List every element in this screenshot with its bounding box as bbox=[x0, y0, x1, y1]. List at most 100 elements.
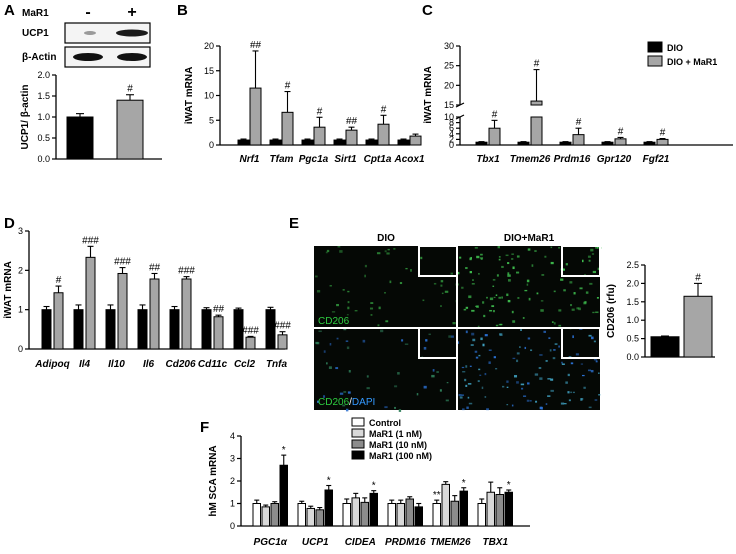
y-tick-label-c: 15 bbox=[444, 100, 454, 110]
micrograph-speckle bbox=[362, 339, 366, 343]
micrograph-speckle bbox=[346, 346, 350, 350]
micrograph-speckle bbox=[527, 382, 530, 385]
x-category-label-f-4: TMEM26 bbox=[430, 537, 471, 548]
micrograph-speckle bbox=[590, 369, 594, 373]
stain-label-cd206: CD206 bbox=[318, 397, 350, 408]
y-tick-label-c: 2 bbox=[449, 134, 454, 144]
y-tick-label-c: 10 bbox=[444, 112, 454, 122]
micrograph-speckle bbox=[436, 371, 439, 373]
micrograph-speckle bbox=[465, 365, 468, 368]
y-tick-label-c: 0 bbox=[449, 140, 454, 150]
y-tick-label-f: 2 bbox=[230, 476, 235, 486]
blot-label-mar1: MaR1 bbox=[22, 8, 49, 19]
bar-d-1-1 bbox=[85, 256, 96, 350]
micrograph-speckle bbox=[565, 381, 568, 384]
micrograph-speckle bbox=[519, 346, 521, 348]
micrograph-speckle bbox=[315, 341, 319, 344]
micrograph-speckle bbox=[595, 360, 598, 363]
significance-mark-c-4: # bbox=[660, 128, 666, 139]
micrograph-speckle bbox=[444, 290, 449, 293]
legend-label-1nm: MaR1 (1 nM) bbox=[369, 429, 422, 439]
micrograph-speckle bbox=[347, 290, 350, 293]
micrograph-speckle bbox=[524, 289, 528, 292]
micrograph-speckle bbox=[376, 252, 381, 255]
significance-mark-a-1: # bbox=[127, 84, 133, 95]
y-tick-label-b: 15 bbox=[204, 66, 214, 76]
micrograph-speckle bbox=[479, 256, 484, 260]
micrograph-speckle bbox=[386, 252, 390, 255]
micrograph-speckle bbox=[580, 363, 584, 365]
micrograph-speckle bbox=[471, 332, 475, 336]
micrograph-speckle bbox=[457, 341, 460, 344]
blot-label-ucp1: UCP1 bbox=[22, 28, 49, 39]
x-category-label-b-5: Acox1 bbox=[393, 154, 424, 165]
micrograph-speckle bbox=[571, 308, 575, 311]
micrograph-speckle bbox=[578, 307, 581, 311]
micrograph-speckle bbox=[524, 346, 527, 350]
micrograph-speckle bbox=[579, 287, 583, 290]
micrograph-speckle bbox=[317, 400, 319, 403]
micrograph-speckle bbox=[572, 391, 575, 394]
y-tick-label-c: 6 bbox=[449, 123, 454, 133]
bar-d-4-1 bbox=[181, 278, 192, 350]
bar-f-0-2 bbox=[270, 503, 279, 527]
stain-label-separator: / bbox=[349, 397, 352, 408]
micrograph-speckle bbox=[446, 382, 449, 384]
micrograph-speckle bbox=[492, 278, 496, 281]
bar-d-4-0 bbox=[169, 309, 180, 350]
micrograph-speckle bbox=[479, 374, 482, 376]
y-tick-label-e: 0.5 bbox=[626, 334, 639, 344]
x-category-label-f-3: PRDM16 bbox=[385, 537, 426, 548]
micrograph-speckle bbox=[565, 263, 568, 266]
inset-mar1-cd206 bbox=[561, 245, 601, 277]
chart-panel-d: 0 1 2 3 iWAT mRNA # Adipoq ### Il4 ### Il10 ## Il6 ##… bbox=[3, 226, 291, 370]
micrograph-speckle bbox=[326, 362, 328, 365]
significance-mark-f-5-3: * bbox=[507, 480, 511, 491]
micrograph-speckle bbox=[468, 295, 472, 299]
y-tick-label-d: 1 bbox=[18, 305, 23, 315]
x-category-label-f-5: TBX1 bbox=[482, 537, 508, 548]
micrograph-speckle bbox=[507, 272, 510, 275]
micrograph-speckle bbox=[394, 385, 398, 388]
micrograph-speckle bbox=[398, 409, 402, 412]
bar-d-5-1 bbox=[213, 316, 224, 350]
micrograph-speckle bbox=[523, 395, 527, 397]
micrograph-speckle bbox=[465, 384, 468, 387]
micrograph-speckle bbox=[545, 403, 548, 405]
micrograph-speckle bbox=[364, 264, 367, 268]
micrograph-speckle bbox=[495, 324, 499, 327]
micrograph-speckle bbox=[587, 369, 592, 372]
y-tick-label-a: 0.5 bbox=[37, 133, 50, 143]
micrograph-speckle bbox=[588, 259, 591, 262]
western-blot: MaR1 UCP1 β-Actin - + bbox=[22, 4, 151, 68]
micrograph-speckle bbox=[477, 325, 480, 329]
micrograph-speckle bbox=[431, 374, 435, 378]
bar-e-1 bbox=[683, 295, 713, 358]
y-axis-label-d: iWAT mRNA bbox=[3, 261, 14, 319]
x-category-label-b-2: Pgc1a bbox=[299, 154, 329, 165]
micrograph-speckle bbox=[423, 346, 427, 350]
significance-mark-d-6: ### bbox=[242, 325, 259, 336]
micrograph-speckle bbox=[440, 305, 442, 307]
micrograph-speckle bbox=[535, 400, 538, 403]
x-category-label-c-4: Fgf21 bbox=[643, 154, 670, 165]
legend-panel-f: Control MaR1 (1 nM) MaR1 (10 nM) MaR1 (1… bbox=[351, 417, 432, 461]
micrograph-speckle bbox=[547, 395, 551, 397]
bar-b-2-1 bbox=[313, 126, 326, 146]
y-tick-label-b: 5 bbox=[209, 115, 214, 125]
y-tick-label-e: 2.0 bbox=[626, 278, 639, 288]
micrograph-speckle bbox=[576, 307, 580, 310]
micrograph-speckle bbox=[539, 406, 543, 410]
significance-mark-b-0: ## bbox=[250, 40, 262, 51]
y-tick-label-f: 0 bbox=[230, 521, 235, 531]
micrograph-speckle bbox=[464, 378, 467, 382]
micrograph-speckle bbox=[520, 329, 522, 331]
bar-d-7-1 bbox=[277, 334, 288, 350]
micrograph-speckle bbox=[328, 366, 332, 369]
panel-letter-c: C bbox=[422, 2, 433, 19]
bar-f-4-3 bbox=[459, 490, 468, 527]
bar-d-1-0 bbox=[73, 309, 84, 350]
micrograph-speckle bbox=[598, 372, 600, 374]
bar-b-4-1 bbox=[377, 123, 390, 146]
